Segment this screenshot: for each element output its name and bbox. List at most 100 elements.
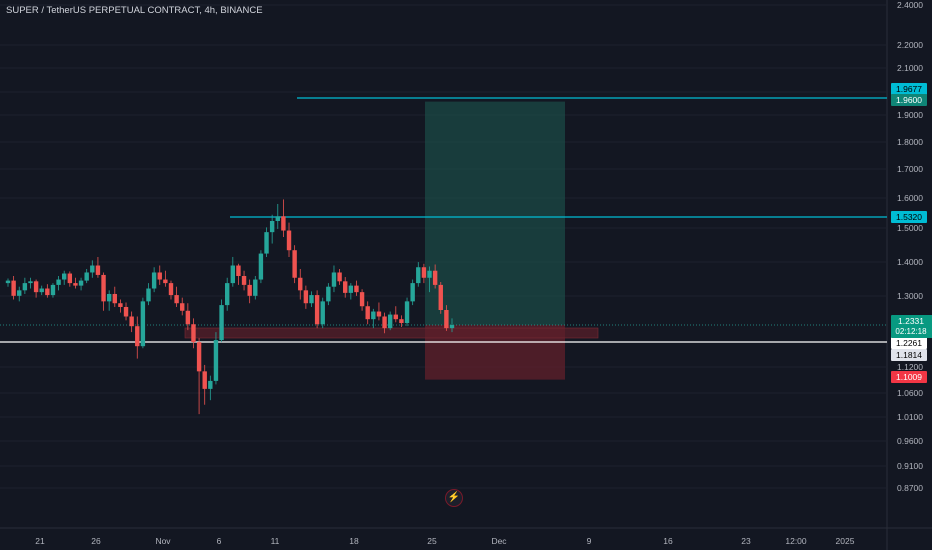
- candle-body: [180, 303, 185, 311]
- candle-body: [174, 295, 179, 304]
- candle: [449, 318, 455, 333]
- candle-body: [253, 279, 258, 296]
- candle-body: [163, 279, 168, 284]
- candle-body: [247, 284, 252, 296]
- candle: [185, 303, 191, 331]
- chart-title: SUPER / TetherUS PERPETUAL CONTRACT, 4h,…: [6, 5, 263, 16]
- candle-body: [241, 275, 247, 285]
- candle: [230, 256, 236, 287]
- candle-body: [151, 272, 157, 289]
- x-tick-label: 6: [217, 536, 222, 546]
- y-tick-label: 1.5000: [897, 223, 923, 233]
- candle-body: [39, 288, 44, 293]
- candle: [427, 266, 432, 293]
- candle-body: [112, 293, 117, 304]
- candle: [269, 214, 275, 244]
- x-tick-label: Dec: [491, 536, 507, 546]
- candle: [118, 299, 123, 313]
- candle-body: [444, 310, 449, 329]
- candle-body: [281, 216, 286, 231]
- candle-body: [213, 340, 219, 381]
- candle-body: [359, 292, 365, 307]
- price-label-box: [891, 83, 927, 95]
- current-price-box: [891, 315, 932, 338]
- candle-body: [123, 306, 129, 317]
- candle: [112, 286, 117, 307]
- candle: [359, 289, 365, 311]
- y-tick-label: 1.8000: [897, 137, 923, 147]
- candle-body: [387, 314, 393, 329]
- candle: [174, 286, 179, 307]
- support-zone: [184, 327, 599, 339]
- candle: [326, 283, 331, 306]
- price-label-text: 1.2261: [896, 338, 922, 348]
- y-tick-label: 0.9600: [897, 436, 923, 446]
- candle: [399, 315, 404, 327]
- candle: [404, 297, 410, 327]
- candle: [78, 277, 84, 291]
- candle: [202, 364, 207, 405]
- candle: [17, 286, 22, 302]
- candle-body: [140, 301, 146, 347]
- candle: [123, 302, 129, 321]
- lightning-icon[interactable]: ⚡: [445, 489, 463, 507]
- candle: [298, 268, 303, 300]
- price-label-text: 1.1814: [896, 350, 922, 360]
- candle-body: [298, 277, 303, 291]
- candle: [382, 312, 387, 334]
- candle-body: [343, 281, 348, 293]
- candle-body: [224, 283, 230, 306]
- candle: [196, 338, 202, 415]
- candle: [410, 279, 415, 306]
- price-label: 1.1814: [891, 349, 927, 361]
- y-tick-label: 1.6000: [897, 193, 923, 203]
- current-price-text: 1.2331: [898, 316, 924, 326]
- candle-body: [129, 316, 134, 327]
- candle: [157, 265, 162, 285]
- price-label-box: [891, 371, 927, 383]
- candle-body: [17, 290, 22, 296]
- candle: [303, 285, 309, 309]
- candle-body: [416, 267, 421, 284]
- candle-body: [320, 301, 325, 325]
- x-tick-label: 12:00: [785, 536, 807, 546]
- candle: [309, 291, 314, 307]
- candle: [191, 318, 196, 349]
- candle: [337, 268, 342, 285]
- candle: [224, 277, 230, 311]
- candle: [151, 267, 157, 293]
- candle: [135, 316, 140, 359]
- candle: [275, 203, 280, 229]
- candle-body: [202, 371, 207, 389]
- candle-body: [208, 380, 213, 389]
- candle-body: [11, 280, 16, 296]
- candle: [28, 277, 33, 289]
- candle-body: [84, 272, 89, 281]
- candle: [387, 311, 393, 331]
- candle: [208, 375, 213, 401]
- y-tick-label: 1.9000: [897, 110, 923, 120]
- y-tick-label: 0.9100: [897, 461, 923, 471]
- countdown-text: 02:12:18: [895, 327, 927, 336]
- candle: [56, 275, 61, 291]
- candle-body: [365, 306, 370, 320]
- candle-body: [410, 283, 415, 302]
- candle-body: [432, 270, 438, 285]
- candle: [219, 299, 224, 343]
- price-label-text: 1.9677: [896, 84, 922, 94]
- candle-body: [376, 311, 382, 317]
- candle: [5, 278, 11, 287]
- x-tick-label: Nov: [155, 536, 171, 546]
- price-label-box: [891, 94, 927, 106]
- price-label: 1.9600: [891, 94, 927, 106]
- candle-body: [191, 324, 196, 343]
- candle-body: [168, 283, 174, 296]
- price-label: 1.2261: [891, 337, 927, 349]
- candle-body: [399, 319, 404, 324]
- candle: [106, 290, 112, 311]
- candle: [22, 277, 28, 294]
- candle: [331, 265, 337, 293]
- candle-body: [28, 281, 33, 284]
- price-label-box: [891, 211, 927, 223]
